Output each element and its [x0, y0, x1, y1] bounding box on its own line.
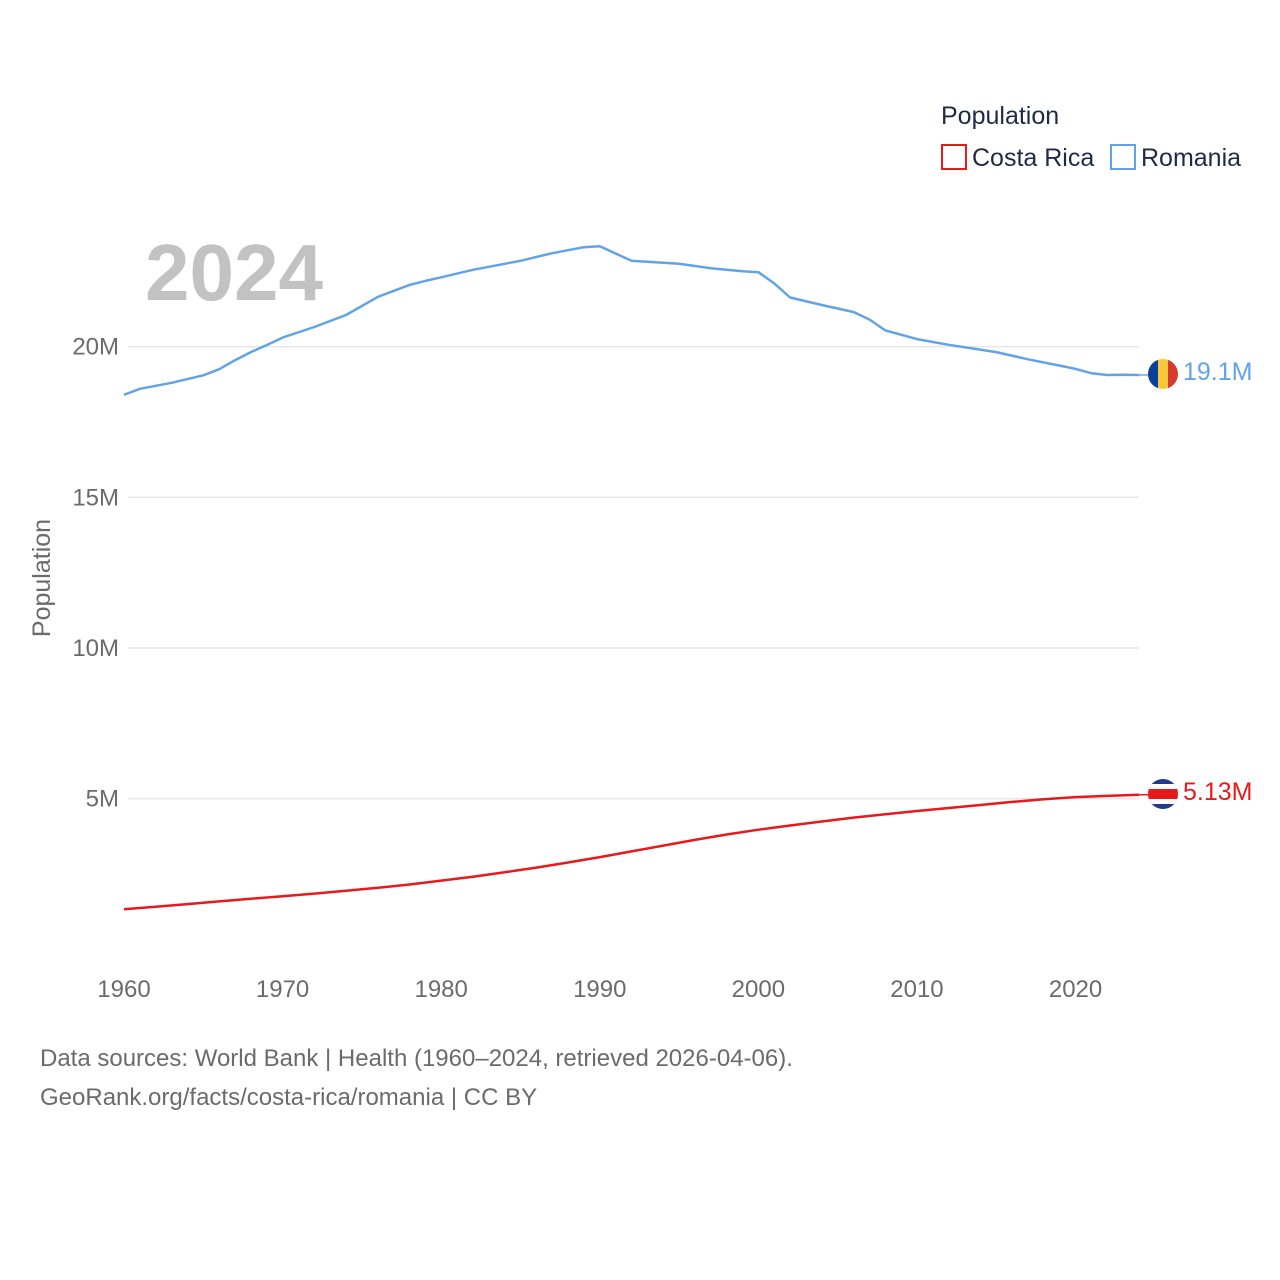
- y-tick-label: 5M: [86, 786, 119, 813]
- legend-label-costa-rica: Costa Rica: [972, 144, 1094, 172]
- costa-rica-series-line: [123, 793, 1140, 911]
- x-tick-label: 1970: [256, 976, 309, 1003]
- y-tick-label: 15M: [72, 484, 119, 511]
- y-axis-title: Population: [28, 519, 56, 637]
- gridlines: [128, 345, 1139, 800]
- legend-swatch-romania: [1110, 144, 1136, 170]
- legend-title: Population: [941, 102, 1059, 130]
- x-tick-label: 2020: [1049, 976, 1102, 1003]
- x-tick-label: 2010: [890, 976, 943, 1003]
- y-tick-label: 10M: [72, 635, 119, 662]
- x-axis-ticks: 1960 1970 1980 1990 2000 2010 2020: [97, 976, 1102, 1003]
- x-tick-label: 1990: [573, 976, 626, 1003]
- x-tick-label: 1980: [414, 976, 467, 1003]
- footer-source: Data sources: World Bank | Health (1960–…: [40, 1045, 793, 1072]
- x-tick-label: 1960: [97, 976, 150, 1003]
- legend-swatch-costa-rica: [941, 144, 967, 170]
- costa-rica-end-label: 5.13M: [1183, 778, 1252, 806]
- legend-label-romania: Romania: [1141, 144, 1241, 172]
- footer-attribution: GeoRank.org/facts/costa-rica/romania | C…: [40, 1084, 538, 1111]
- y-tick-label: 20M: [72, 334, 119, 361]
- romania-series-line: [123, 245, 1140, 396]
- x-tick-label: 2000: [732, 976, 785, 1003]
- costa-rica-flag-icon: [1148, 779, 1178, 809]
- romania-flag-icon: [1148, 359, 1178, 389]
- romania-end-label: 19.1M: [1183, 358, 1252, 386]
- y-axis-ticks: 5M 10M 15M 20M: [72, 334, 119, 813]
- legend: Population Costa Rica Romania: [941, 102, 1241, 172]
- year-label: 2024: [145, 228, 323, 317]
